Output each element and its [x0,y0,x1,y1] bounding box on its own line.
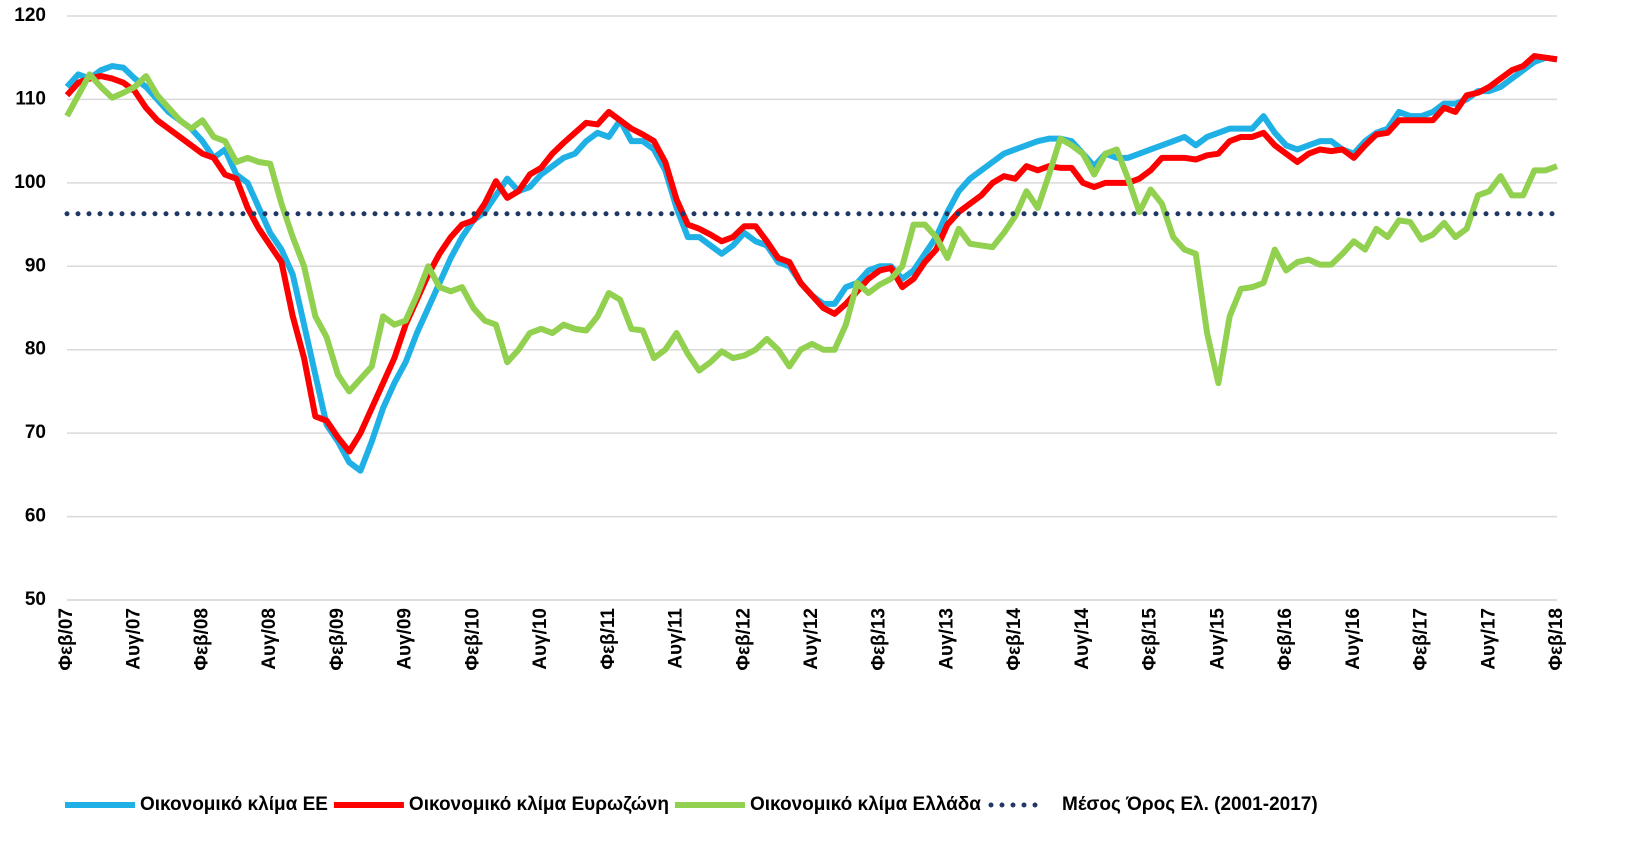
x-tick-label: Φεβ/15 [1140,608,1161,671]
x-tick-label: Φεβ/08 [191,608,212,671]
y-tick-label: 70 [25,422,46,443]
x-tick-label: Φεβ/14 [1004,608,1025,671]
y-tick-label: 80 [25,339,46,360]
x-tick-label: Αυγ/07 [124,608,145,670]
x-tick-label: Φεβ/07 [56,608,77,671]
x-tick-label: Αυγ/13 [936,608,957,670]
y-tick-label: 110 [15,88,46,109]
legend-label: Οικονομικό κλίμα ΕΕ [140,794,328,815]
y-tick-label: 90 [25,255,46,276]
x-tick-label: Φεβ/13 [869,608,890,671]
legend-label: Οικονομικό κλίμα Ευρωζώνη [409,794,669,815]
x-tick-label: Φεβ/09 [327,608,348,671]
x-tick-label: Αυγ/17 [1478,608,1499,670]
x-tick-label: Αυγ/10 [530,608,551,670]
x-tick-label: Αυγ/14 [1072,608,1093,670]
y-tick-label: 50 [25,589,46,610]
x-tick-label: Φεβ/10 [462,608,483,671]
x-tick-label: Αυγ/08 [259,608,280,670]
series-line [64,53,1558,455]
x-tick-label: Φεβ/16 [1275,608,1296,671]
y-tick-label: 120 [14,5,46,26]
x-tick-label: Αυγ/11 [666,608,687,669]
x-tick-label: Αυγ/16 [1343,608,1364,670]
x-tick-label: Αυγ/12 [801,608,822,670]
x-tick-label: Αυγ/09 [395,608,416,670]
x-tick-label: Φεβ/12 [733,608,754,671]
y-tick-label: 100 [14,172,46,193]
legend-label: Μέσος Όρος Ελ. (2001-2017) [1062,794,1318,815]
x-tick-label: Φεβ/17 [1411,608,1432,671]
x-tick-label: Φεβ/18 [1546,608,1567,671]
x-tick-label: Αυγ/15 [1207,608,1228,670]
x-tick-label: Φεβ/11 [598,608,619,670]
series-line [64,71,1559,395]
y-tick-label: 60 [25,506,46,527]
legend-label: Οικονομικό κλίμα Ελλάδα [750,794,981,815]
